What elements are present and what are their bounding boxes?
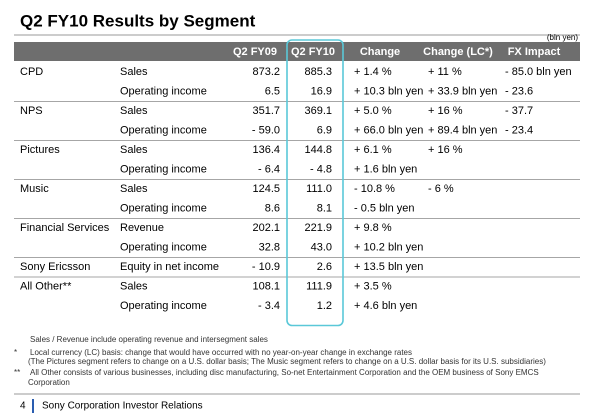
cell-value: 124.5 xyxy=(252,183,280,195)
cell-value: 111.0 xyxy=(306,183,332,195)
cell-value: + 1.4 % xyxy=(354,66,392,78)
cell-value: + 33.9 bln yen xyxy=(428,85,497,97)
cell-value: 144.8 xyxy=(304,144,332,156)
cell-value: - 23.4 xyxy=(505,124,533,136)
cell-value: - 6.4 xyxy=(258,163,280,175)
cell-value: 1.2 xyxy=(317,300,332,312)
column-header: Change (LC*) xyxy=(423,46,493,58)
cell-value: + 4.6 bln yen xyxy=(354,300,417,312)
item-label: Revenue xyxy=(120,222,164,234)
note: (The Pictures segment refers to change o… xyxy=(28,357,546,366)
cell-value: - 23.6 xyxy=(505,85,533,97)
cell-value: + 89.4 bln yen xyxy=(428,124,497,136)
highlight-column xyxy=(286,39,344,327)
cell-value: - 6 % xyxy=(428,183,454,195)
cell-value: - 3.4 xyxy=(258,300,280,312)
cell-value: + 11 % xyxy=(428,66,462,78)
cell-value: + 16 % xyxy=(428,105,463,117)
cell-value: + 10.2 bln yen xyxy=(354,241,423,253)
cell-value: + 10.3 bln yen xyxy=(354,85,423,97)
cell-value: + 66.0 bln yen xyxy=(354,124,423,136)
item-label: Sales xyxy=(120,105,148,117)
cell-value: - 85.0 bln yen xyxy=(505,66,572,78)
item-label: Equity in net income xyxy=(120,261,219,273)
column-header: Change xyxy=(360,46,400,58)
cell-value: 8.1 xyxy=(317,202,332,214)
cell-value: 369.1 xyxy=(304,105,332,117)
cell-value: 2.6 xyxy=(317,261,332,273)
cell-value: 351.7 xyxy=(252,105,280,117)
cell-value: 43.0 xyxy=(311,241,332,253)
item-label: Sales xyxy=(120,183,148,195)
note-mark: * xyxy=(14,348,17,357)
cell-value: + 16 % xyxy=(428,144,463,156)
cell-value: 32.8 xyxy=(259,241,280,253)
cell-value: + 6.1 % xyxy=(354,144,392,156)
segment-name: Sony Ericsson xyxy=(20,261,90,273)
note-mark: ** xyxy=(14,368,20,377)
segment-name: Music xyxy=(20,183,49,195)
cell-value: - 0.5 bln yen xyxy=(354,202,415,214)
cell-value: 202.1 xyxy=(252,222,280,234)
segment-name: All Other** xyxy=(20,280,72,292)
item-label: Operating income xyxy=(120,241,207,253)
cell-value: - 10.9 xyxy=(252,261,280,273)
note: All Other consists of various businesses… xyxy=(30,368,539,377)
title: Q2 FY10 Results by Segment xyxy=(20,11,256,30)
note: Local currency (LC) basis: change that w… xyxy=(30,348,412,357)
note: Corporation xyxy=(28,378,70,387)
item-label: Operating income xyxy=(120,85,207,97)
cell-value: + 5.0 % xyxy=(354,105,392,117)
page-number: 4 xyxy=(20,401,26,412)
segment-name: Financial Services xyxy=(20,222,110,234)
item-label: Operating income xyxy=(120,124,207,136)
item-label: Operating income xyxy=(120,202,207,214)
cell-value: 885.3 xyxy=(304,66,332,78)
cell-value: 221.9 xyxy=(304,222,332,234)
column-header: FX Impact xyxy=(508,46,561,58)
cell-value: - 37.7 xyxy=(505,105,533,117)
item-label: Operating income xyxy=(120,163,207,175)
cell-value: + 13.5 bln yen xyxy=(354,261,423,273)
segment-name: Pictures xyxy=(20,144,60,156)
cell-value: + 3.5 % xyxy=(354,280,392,292)
column-header: Q2 FY10 xyxy=(291,46,335,58)
cell-value: 111.9 xyxy=(306,280,332,292)
note: Sales / Revenue include operating revenu… xyxy=(30,335,268,344)
segment-name: CPD xyxy=(20,66,43,78)
header-bar xyxy=(14,42,580,61)
cell-value: - 4.8 xyxy=(310,163,332,175)
item-label: Sales xyxy=(120,280,148,292)
cell-value: - 59.0 xyxy=(252,124,280,136)
cell-value: 873.2 xyxy=(252,66,280,78)
cell-value: 108.1 xyxy=(252,280,280,292)
column-header: Q2 FY09 xyxy=(233,46,277,58)
cell-value: 6.9 xyxy=(317,124,332,136)
segment-name: NPS xyxy=(20,105,43,117)
item-label: Operating income xyxy=(120,300,207,312)
unit: (bln yen) xyxy=(547,33,578,42)
cell-value: 6.5 xyxy=(265,85,280,97)
cell-value: + 1.6 bln yen xyxy=(354,163,417,175)
cell-value: 16.9 xyxy=(311,85,332,97)
cell-value: 136.4 xyxy=(252,144,280,156)
cell-value: - 10.8 % xyxy=(354,183,395,195)
cell-value: + 9.8 % xyxy=(354,222,392,234)
cell-value: 8.6 xyxy=(265,202,280,214)
footer-text: Sony Corporation Investor Relations xyxy=(42,401,203,412)
item-label: Sales xyxy=(120,66,148,78)
item-label: Sales xyxy=(120,144,148,156)
